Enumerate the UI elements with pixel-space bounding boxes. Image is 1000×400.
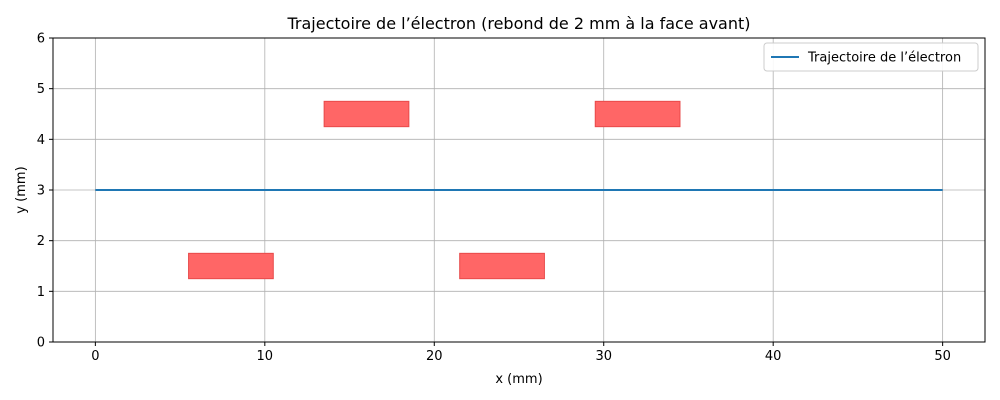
plates bbox=[188, 100, 681, 280]
x-tick-label: 50 bbox=[934, 349, 951, 364]
ticks: 0 10 20 30 40 50 0 1 2 3 4 5 6 bbox=[37, 32, 951, 365]
y-tick-label: 0 bbox=[37, 336, 45, 351]
chart-title: Trajectoire de l’électron (rebond de 2 m… bbox=[287, 14, 751, 33]
plate-rectangle bbox=[459, 252, 545, 280]
x-tick-label: 30 bbox=[595, 349, 612, 364]
y-tick-label: 3 bbox=[37, 184, 45, 199]
y-tick-label: 5 bbox=[37, 82, 45, 97]
x-axis-label: x (mm) bbox=[495, 372, 542, 387]
plate-rectangle bbox=[188, 252, 274, 280]
y-tick-label: 4 bbox=[37, 133, 45, 148]
y-axis-label: y (mm) bbox=[14, 166, 29, 213]
plate-rectangle bbox=[594, 100, 681, 128]
x-tick-label: 20 bbox=[426, 349, 443, 364]
y-tick-label: 6 bbox=[37, 32, 45, 47]
plate-rectangle bbox=[323, 100, 410, 128]
x-tick-label: 10 bbox=[257, 349, 274, 364]
y-tick-label: 2 bbox=[37, 234, 45, 249]
y-tick-label: 1 bbox=[37, 285, 45, 300]
legend-box bbox=[763, 42, 979, 72]
legend-label: Trajectoire de l’électron bbox=[807, 51, 961, 66]
legend: Trajectoire de l’électron bbox=[763, 42, 979, 72]
x-tick-label: 40 bbox=[765, 349, 782, 364]
x-tick-label: 0 bbox=[91, 349, 99, 364]
